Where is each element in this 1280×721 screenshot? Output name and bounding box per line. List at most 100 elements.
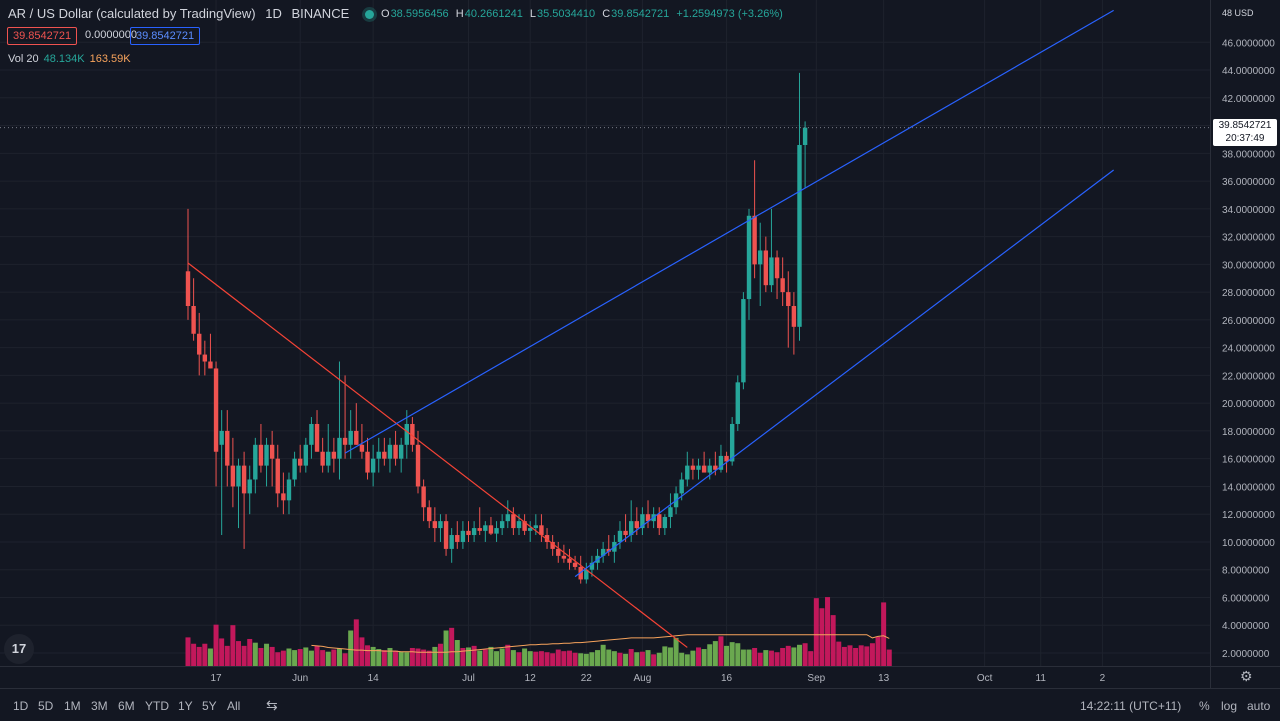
candle [690, 458, 696, 480]
range-1y[interactable]: 1Y [178, 699, 193, 713]
candle-body [438, 521, 443, 529]
range-5d[interactable]: 5D [38, 699, 54, 713]
market-status-icon [364, 10, 374, 20]
volume-bar [774, 652, 780, 666]
candle [236, 458, 241, 529]
candle-body [342, 437, 348, 445]
candle [309, 417, 314, 459]
candle [617, 521, 623, 549]
spread-value: 0.0000000 [85, 29, 137, 41]
candle [791, 292, 797, 355]
range-all[interactable]: All [227, 699, 241, 713]
price-tick-label: 42.0000000 [1222, 94, 1275, 105]
volume-bar [213, 624, 219, 666]
candle-body [657, 514, 662, 529]
volume-bar [561, 651, 567, 666]
candle-body [320, 451, 325, 466]
volume-bar [667, 647, 673, 666]
candle [499, 514, 505, 536]
option-log[interactable]: log [1221, 699, 1238, 713]
range-3m[interactable]: 3M [91, 699, 108, 713]
volume-bar [763, 650, 769, 666]
volume-bar [853, 647, 859, 666]
candle [802, 121, 808, 189]
candle [746, 208, 752, 320]
buy-price-button[interactable]: 39.8542721 [130, 27, 201, 45]
candle [483, 521, 488, 542]
high-value: 40.2661241 [464, 8, 523, 20]
volume-bar [230, 625, 236, 666]
sell-price-button[interactable]: 39.8542721 [7, 27, 78, 45]
candle [701, 451, 707, 473]
candle [477, 507, 482, 536]
volume-bar [819, 608, 825, 666]
range-1d[interactable]: 1D [13, 699, 29, 713]
option-percent[interactable]: % [1199, 699, 1210, 713]
candle [567, 548, 572, 570]
price-tick-label: 4.0000000 [1222, 621, 1270, 632]
volume-bar [684, 654, 690, 666]
volume-bar [449, 627, 455, 666]
range-ytd[interactable]: YTD [145, 699, 169, 713]
interval-label[interactable]: 1D [265, 6, 282, 21]
candle [600, 541, 606, 563]
volume-bar [886, 649, 892, 666]
currency-label[interactable]: 48 USD [1222, 8, 1254, 18]
volume-bar [477, 650, 483, 666]
volume-bar [639, 651, 645, 666]
candle [797, 72, 802, 341]
candle [264, 437, 269, 487]
candle-body [477, 528, 482, 531]
date-range-icon[interactable]: ⇆ [266, 697, 278, 713]
range-1m[interactable]: 1M [64, 699, 81, 713]
candle [505, 500, 510, 529]
volume-bar [286, 648, 292, 666]
candle-body [359, 444, 365, 452]
price-tick-label: 38.0000000 [1222, 149, 1275, 160]
volume-legend[interactable]: Vol 20 48.134K 163.59K [8, 53, 131, 65]
range-6m[interactable]: 6M [118, 699, 135, 713]
time-tick-label: Jun [292, 673, 308, 684]
candle-body [309, 423, 314, 445]
volume-bar [729, 642, 735, 666]
volume-bar [785, 645, 791, 666]
tradingview-logo[interactable]: 17 [4, 634, 34, 664]
candle-body [241, 465, 247, 494]
option-auto[interactable]: auto [1247, 699, 1271, 713]
candle [584, 562, 589, 584]
candle-body [202, 354, 208, 362]
time-tick-label: Oct [977, 673, 993, 684]
symbol-name[interactable]: AR / US Dollar (calculated by TradingVie… [8, 6, 256, 21]
volume-bar [724, 645, 730, 666]
price-tick-label: 14.0000000 [1222, 482, 1275, 493]
gear-icon[interactable]: ⚙ [1240, 668, 1253, 684]
price-chart[interactable]: 46.000000044.000000042.000000040.0000000… [0, 0, 1280, 688]
candle [432, 507, 438, 542]
candle-body [589, 562, 595, 570]
range-5y[interactable]: 5Y [202, 699, 217, 713]
volume-bar [494, 651, 500, 666]
candle-body [387, 444, 393, 459]
candle-body [729, 423, 735, 462]
volume-bar [342, 653, 348, 666]
clock[interactable]: 14:22:11 (UTC+11) [1080, 699, 1182, 713]
candle-body [331, 451, 337, 459]
candle [292, 451, 297, 487]
candle [606, 535, 611, 556]
volume-bar [241, 645, 247, 666]
candle-body [471, 528, 477, 536]
price-tick-label: 36.0000000 [1222, 177, 1275, 188]
candle [640, 507, 645, 536]
volume-bar [538, 651, 544, 666]
volume-bar [802, 643, 808, 666]
red-trendline [187, 262, 688, 648]
candle-body [746, 215, 752, 300]
candle [449, 528, 454, 563]
volume-bar [331, 649, 337, 666]
volume-bar [505, 644, 511, 666]
candle-body [758, 250, 763, 265]
blue-trendline [344, 9, 1114, 454]
volume-bar [421, 649, 427, 666]
candle [253, 437, 258, 494]
volume-bar [336, 648, 342, 666]
